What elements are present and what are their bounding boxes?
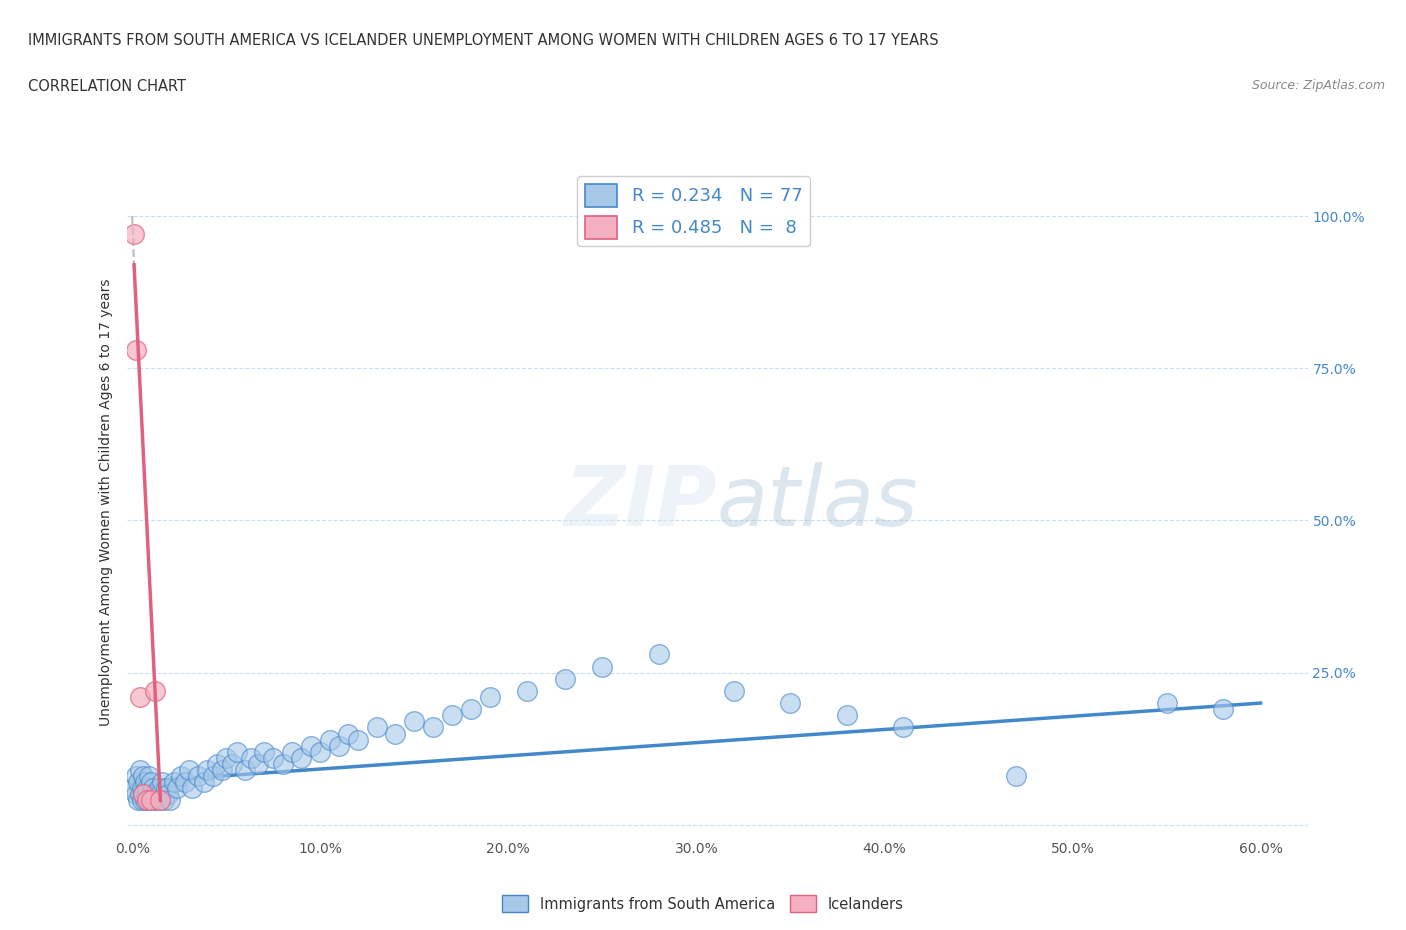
Point bbox=[290, 751, 312, 765]
Point bbox=[404, 714, 426, 729]
Point bbox=[211, 763, 233, 777]
Point bbox=[891, 720, 914, 735]
Y-axis label: Unemployment Among Women with Children Ages 6 to 17 years: Unemployment Among Women with Children A… bbox=[100, 278, 114, 726]
Point bbox=[554, 671, 576, 686]
Point bbox=[136, 793, 159, 808]
Point bbox=[440, 708, 463, 723]
Text: ZIP: ZIP bbox=[564, 461, 717, 543]
Point bbox=[142, 793, 165, 808]
Point bbox=[125, 342, 148, 357]
Point bbox=[281, 744, 304, 759]
Legend: Immigrants from South America, Icelanders: Immigrants from South America, Icelander… bbox=[496, 890, 910, 918]
Point bbox=[271, 756, 294, 771]
Point bbox=[142, 781, 165, 796]
Point bbox=[422, 720, 444, 735]
Point bbox=[138, 793, 160, 808]
Point bbox=[723, 684, 745, 698]
Point bbox=[478, 689, 501, 704]
Point bbox=[122, 781, 145, 796]
Point bbox=[125, 787, 148, 802]
Point bbox=[779, 696, 801, 711]
Point bbox=[145, 793, 167, 808]
Point bbox=[149, 787, 172, 802]
Point bbox=[1212, 702, 1234, 717]
Point bbox=[347, 732, 370, 747]
Point bbox=[835, 708, 858, 723]
Point bbox=[253, 744, 276, 759]
Point bbox=[233, 763, 256, 777]
Point bbox=[125, 769, 148, 784]
Point bbox=[648, 647, 671, 662]
Point bbox=[143, 787, 166, 802]
Point bbox=[166, 781, 188, 796]
Point bbox=[299, 738, 322, 753]
Point bbox=[460, 702, 482, 717]
Point bbox=[148, 781, 170, 796]
Point bbox=[193, 775, 215, 790]
Point bbox=[149, 793, 172, 808]
Point bbox=[247, 756, 270, 771]
Point bbox=[127, 775, 149, 790]
Point bbox=[177, 763, 200, 777]
Point bbox=[516, 684, 538, 698]
Point bbox=[155, 781, 177, 796]
Point bbox=[139, 793, 162, 808]
Point bbox=[131, 793, 153, 808]
Point bbox=[156, 787, 179, 802]
Point bbox=[226, 744, 249, 759]
Point bbox=[173, 775, 195, 790]
Text: CORRELATION CHART: CORRELATION CHART bbox=[28, 79, 186, 94]
Text: atlas: atlas bbox=[717, 461, 918, 543]
Point bbox=[132, 769, 155, 784]
Point bbox=[128, 763, 150, 777]
Point bbox=[139, 787, 162, 802]
Point bbox=[136, 787, 159, 802]
Point bbox=[309, 744, 332, 759]
Point bbox=[591, 659, 613, 674]
Point bbox=[128, 787, 150, 802]
Point bbox=[181, 781, 204, 796]
Point bbox=[1005, 769, 1028, 784]
Point bbox=[162, 775, 184, 790]
Point bbox=[134, 793, 156, 808]
Point bbox=[170, 769, 193, 784]
Point bbox=[159, 793, 181, 808]
Point bbox=[138, 769, 160, 784]
Point bbox=[132, 787, 155, 802]
Text: IMMIGRANTS FROM SOUTH AMERICA VS ICELANDER UNEMPLOYMENT AMONG WOMEN WITH CHILDRE: IMMIGRANTS FROM SOUTH AMERICA VS ICELAND… bbox=[28, 33, 939, 47]
Point bbox=[205, 756, 228, 771]
Point bbox=[134, 775, 156, 790]
Point bbox=[221, 756, 243, 771]
Point bbox=[384, 726, 406, 741]
Legend: R = 0.234   N = 77, R = 0.485   N =  8: R = 0.234 N = 77, R = 0.485 N = 8 bbox=[578, 177, 810, 246]
Point bbox=[1156, 696, 1178, 711]
Point bbox=[215, 751, 238, 765]
Point bbox=[318, 732, 340, 747]
Point bbox=[136, 781, 159, 796]
Point bbox=[122, 227, 145, 242]
Point bbox=[262, 751, 284, 765]
Point bbox=[139, 775, 162, 790]
Point bbox=[132, 787, 155, 802]
Point bbox=[150, 775, 173, 790]
Point bbox=[128, 689, 150, 704]
Point bbox=[153, 793, 176, 808]
Point bbox=[131, 781, 153, 796]
Point bbox=[337, 726, 360, 741]
Point bbox=[366, 720, 388, 735]
Point bbox=[197, 763, 219, 777]
Text: Source: ZipAtlas.com: Source: ZipAtlas.com bbox=[1251, 79, 1385, 92]
Point bbox=[239, 751, 262, 765]
Point bbox=[143, 684, 166, 698]
Point bbox=[328, 738, 350, 753]
Point bbox=[187, 769, 209, 784]
Point bbox=[202, 769, 225, 784]
Point bbox=[127, 793, 149, 808]
